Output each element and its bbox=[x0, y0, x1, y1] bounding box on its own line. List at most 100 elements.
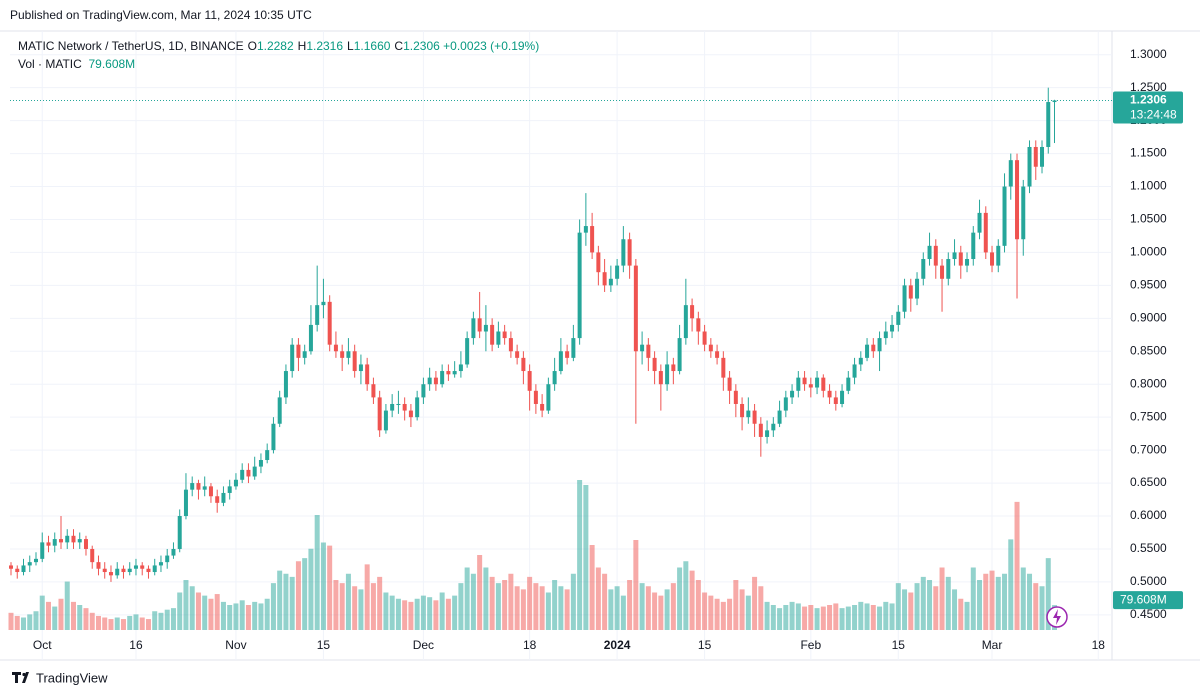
volume-bar bbox=[264, 598, 270, 630]
volume-bar bbox=[452, 595, 458, 630]
candle-body bbox=[40, 542, 45, 559]
candle-body bbox=[33, 558, 38, 563]
volume-bar bbox=[889, 603, 895, 630]
candle-body bbox=[21, 565, 26, 573]
candle-body bbox=[71, 535, 76, 543]
tv-logo bbox=[12, 672, 29, 683]
candle-body bbox=[396, 403, 401, 405]
candle-body bbox=[690, 305, 695, 319]
volume-bar bbox=[1008, 539, 1014, 630]
candle-body bbox=[477, 318, 482, 332]
y-tick-label: 0.4500 bbox=[1130, 607, 1167, 621]
volume-bar bbox=[252, 601, 258, 630]
volume-bar bbox=[714, 598, 720, 630]
volume-bar bbox=[883, 601, 889, 630]
candle-body bbox=[408, 410, 413, 418]
candle-body bbox=[596, 252, 601, 273]
y-tick-label: 1.0500 bbox=[1130, 212, 1167, 226]
candle-body bbox=[652, 357, 657, 372]
candle-body bbox=[1033, 146, 1038, 167]
volume-bar bbox=[120, 619, 126, 630]
candle-body bbox=[208, 486, 213, 497]
candle-body bbox=[121, 568, 126, 573]
candle-body bbox=[752, 410, 757, 424]
candle-body bbox=[908, 285, 913, 299]
candle-body bbox=[1040, 146, 1045, 167]
field-key: L bbox=[347, 39, 354, 53]
volume-bar bbox=[320, 542, 326, 630]
candle-body bbox=[290, 344, 295, 372]
volume-bar bbox=[608, 589, 614, 630]
volume-bar bbox=[1033, 583, 1039, 630]
candle-body bbox=[183, 489, 188, 517]
candle-body bbox=[277, 397, 282, 424]
volume-bar bbox=[95, 615, 101, 630]
candle-body bbox=[952, 252, 957, 260]
candle-body bbox=[265, 450, 270, 461]
volume-bar bbox=[614, 586, 620, 630]
candle-body bbox=[821, 377, 826, 391]
volume-bar bbox=[558, 586, 564, 630]
volume-bar bbox=[514, 586, 520, 630]
candle-body bbox=[646, 344, 651, 358]
volume-bar bbox=[439, 592, 445, 630]
volume-bar bbox=[183, 580, 189, 630]
candle-body bbox=[52, 539, 57, 546]
candle-body bbox=[927, 245, 932, 260]
volume-bar bbox=[314, 515, 320, 630]
candle-body bbox=[783, 397, 788, 411]
volume-bar bbox=[427, 597, 433, 630]
volume-name: Vol · MATIC bbox=[18, 57, 82, 71]
candle-body bbox=[490, 324, 495, 345]
candle-body bbox=[502, 331, 507, 339]
volume-bar bbox=[827, 605, 833, 630]
published-note: Published on TradingView.com, Mar 11, 20… bbox=[10, 8, 312, 22]
y-tick-label: 1.0000 bbox=[1130, 245, 1167, 259]
volume-bar bbox=[283, 573, 289, 630]
candle-body bbox=[296, 344, 301, 358]
candle-body bbox=[83, 539, 88, 549]
volume-bar bbox=[127, 615, 133, 630]
volume-bar bbox=[1014, 501, 1020, 630]
candle-body bbox=[358, 364, 363, 372]
volume-bar bbox=[177, 592, 183, 630]
candle-body bbox=[1002, 186, 1007, 246]
candle-body bbox=[527, 371, 532, 391]
candles bbox=[8, 87, 1057, 582]
volume-bar bbox=[77, 605, 83, 630]
volume-bar bbox=[383, 592, 389, 630]
volume-bar bbox=[39, 595, 45, 630]
candle-body bbox=[1008, 160, 1013, 187]
candle-body bbox=[390, 403, 395, 411]
candle-body bbox=[165, 555, 170, 563]
candle-body bbox=[633, 265, 638, 352]
volume-bar bbox=[414, 598, 420, 630]
volume-bar bbox=[508, 573, 514, 630]
candle-body bbox=[46, 542, 51, 546]
volume-bar bbox=[108, 619, 114, 630]
volume-bar bbox=[345, 573, 351, 630]
volume-bar bbox=[377, 576, 383, 630]
candle-body bbox=[833, 397, 838, 404]
volume-bar bbox=[977, 580, 983, 630]
volume-bar bbox=[133, 614, 139, 630]
ohlc-fields: O1.2282 H1.2316 L1.1660 C1.2306 bbox=[244, 39, 440, 53]
volume-bar bbox=[720, 601, 726, 630]
volume-bar bbox=[739, 589, 745, 630]
candle-body bbox=[683, 305, 688, 339]
candle-body bbox=[827, 390, 832, 398]
x-tick-label: 16 bbox=[129, 638, 143, 652]
candle-body bbox=[777, 410, 782, 424]
candle-body bbox=[746, 410, 751, 418]
volume-bar bbox=[820, 606, 826, 630]
candle-body bbox=[508, 338, 513, 352]
candle-body bbox=[702, 331, 707, 345]
candle-body bbox=[433, 377, 438, 385]
candle-body bbox=[158, 562, 163, 566]
volume-bar bbox=[220, 601, 226, 630]
volume-bar bbox=[539, 586, 545, 630]
candle-body bbox=[665, 364, 670, 385]
candle-body bbox=[90, 548, 95, 563]
volume-bar bbox=[233, 603, 239, 630]
volume-bar bbox=[845, 606, 851, 630]
